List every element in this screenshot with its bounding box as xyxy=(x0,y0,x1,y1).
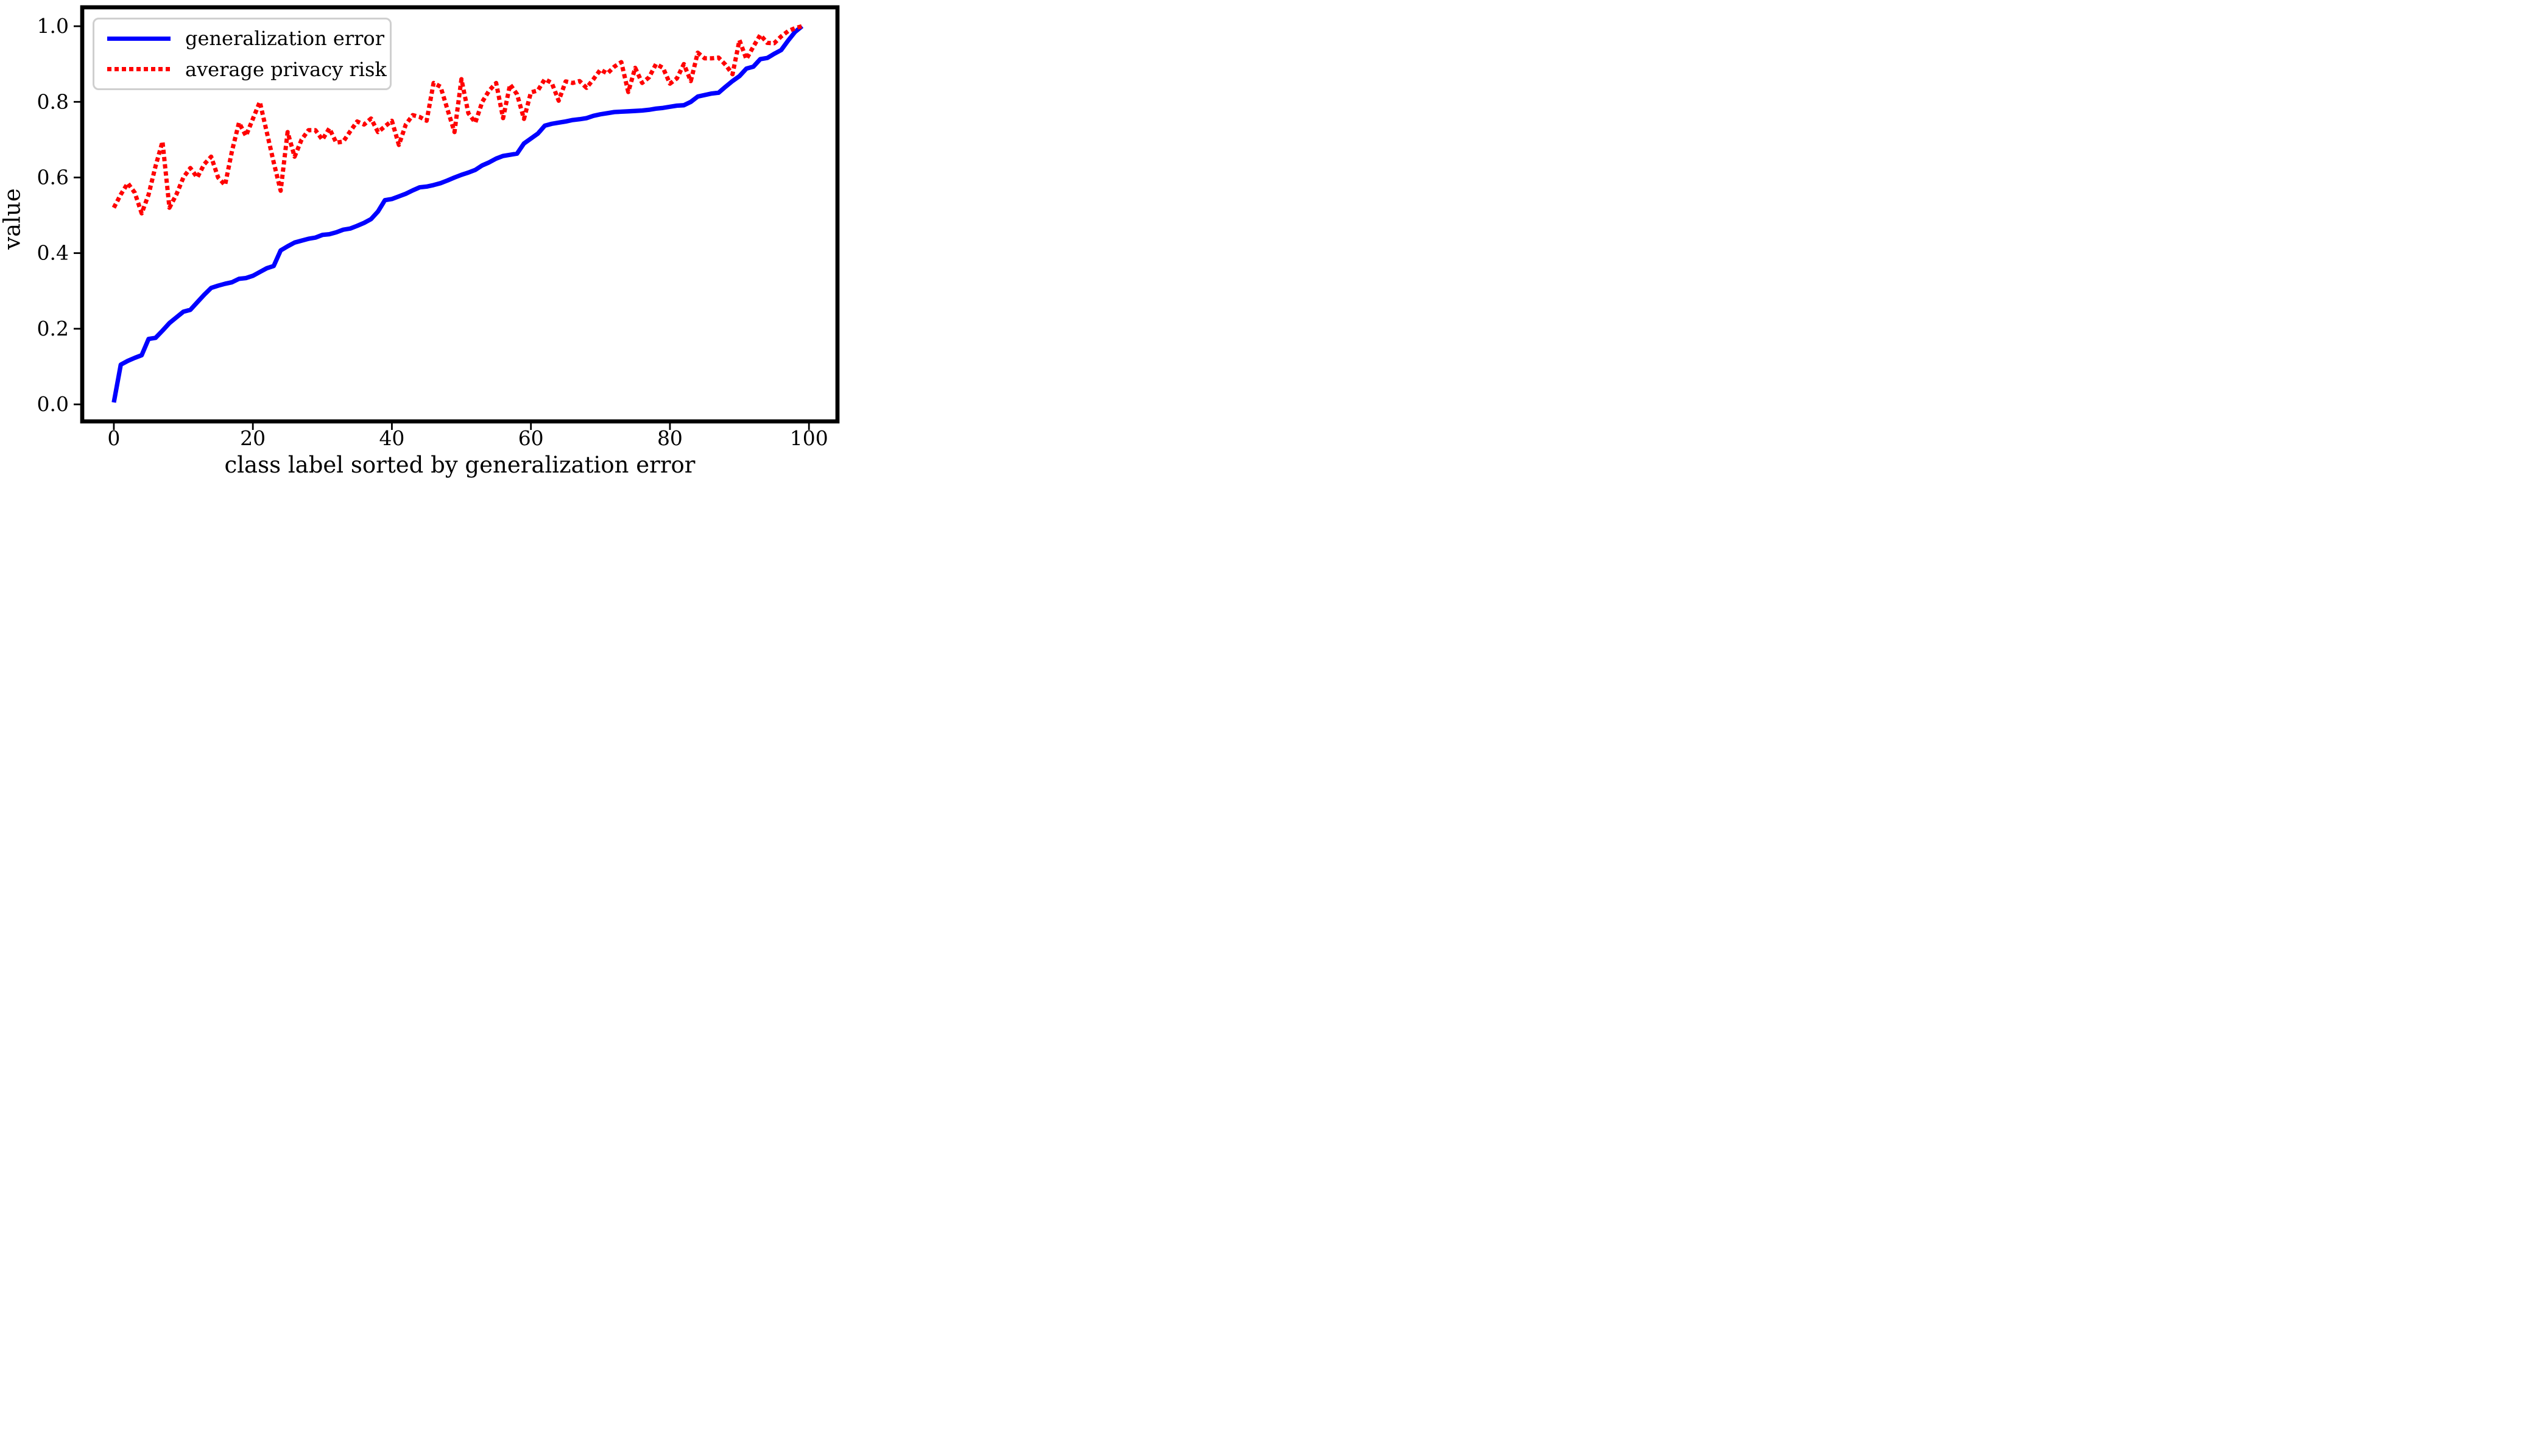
legend-line-solid-blue xyxy=(107,36,171,41)
x-tick-label: 60 xyxy=(518,426,544,450)
x-tick-label: 0 xyxy=(107,426,120,450)
series-line-average-privacy-risk xyxy=(111,24,803,216)
x-tick-label: 80 xyxy=(657,426,683,450)
axes-frame xyxy=(80,5,840,424)
y-tick-label: 0.4 xyxy=(37,241,69,265)
x-tick-label: 20 xyxy=(240,426,266,450)
y-axis-label: value xyxy=(0,188,26,250)
x-axis-label: class label sorted by generalization err… xyxy=(224,452,696,478)
y-tick-label: 0.0 xyxy=(37,392,69,416)
legend-item-average-privacy-risk: average privacy risk xyxy=(107,57,387,81)
legend-item-generalization-error: generalization error xyxy=(107,29,384,48)
legend-label-generalization-error: generalization error xyxy=(185,27,384,51)
plot-area: 0 20 40 60 80 100 0.0 0.2 0.4 0.6 0.8 1.0 xyxy=(37,5,840,450)
y-tick-label: 0.2 xyxy=(37,317,69,340)
x-tick-label: 40 xyxy=(379,426,404,450)
chart-figure: 0 20 40 60 80 100 0.0 0.2 0.4 0.6 0.8 1.0 generaliz… xyxy=(0,0,842,485)
y-tick-label: 1.0 xyxy=(37,14,69,38)
legend: generalization error average privacy ris… xyxy=(93,18,392,90)
x-tick-label: 100 xyxy=(790,426,828,450)
legend-line-dotted-red xyxy=(107,67,171,72)
series-line-generalization-error xyxy=(111,24,804,403)
y-tick-label: 0.6 xyxy=(37,165,69,189)
y-tick-label: 0.8 xyxy=(37,90,69,113)
legend-label-average-privacy-risk: average privacy risk xyxy=(185,57,387,81)
